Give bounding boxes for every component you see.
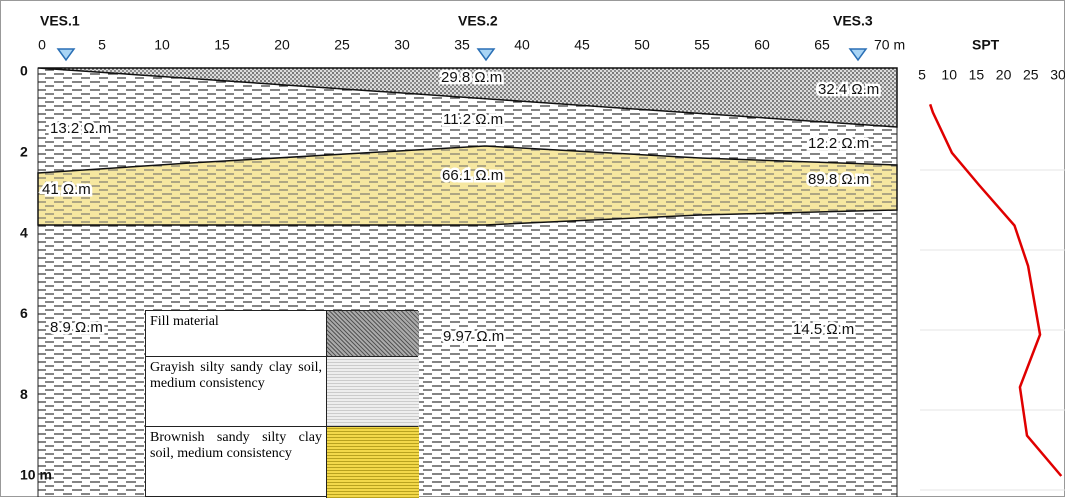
ves-label: VES.1 bbox=[40, 13, 80, 29]
ves-marker bbox=[478, 49, 494, 60]
depth-label: 4 bbox=[20, 224, 28, 240]
spt-tick-label: 10 bbox=[941, 67, 957, 83]
resistivity-label: 14.5 Ω.m bbox=[793, 321, 854, 338]
spt-tick-label: 30 bbox=[1050, 67, 1065, 83]
x-tick-label: 45 bbox=[574, 37, 590, 53]
depth-label: 0 bbox=[20, 63, 28, 79]
legend: Fill material Grayish silty sandy clay s… bbox=[145, 310, 418, 497]
resistivity-label: 11.2 Ω.m bbox=[443, 111, 503, 128]
spt-line bbox=[930, 104, 1061, 476]
depth-label: 2 bbox=[20, 144, 28, 160]
x-tick-label: 35 bbox=[454, 37, 470, 53]
depth-label: 6 bbox=[20, 305, 28, 321]
legend-text: Grayish silty sandy clay soil, medium co… bbox=[150, 360, 322, 392]
resistivity-label: 8.9 Ω.m bbox=[50, 319, 103, 336]
resistivity-label: 89.8 Ω.m bbox=[808, 171, 869, 188]
x-tick-label: 25 bbox=[334, 37, 350, 53]
legend-row: Grayish silty sandy clay soil, medium co… bbox=[146, 357, 417, 427]
x-tick-label: 30 bbox=[394, 37, 410, 53]
resistivity-label: 66.1 Ω.m bbox=[442, 167, 503, 184]
depth-label: 10 m bbox=[20, 467, 52, 483]
x-tick-label: 50 bbox=[634, 37, 650, 53]
x-tick-label: 10 bbox=[154, 37, 170, 53]
legend-swatch bbox=[326, 427, 419, 498]
legend-text: Fill material bbox=[150, 314, 322, 330]
spt-tick-label: 5 bbox=[918, 67, 926, 83]
legend-swatch bbox=[326, 357, 419, 426]
legend-row: Brownish sandy silty clay soil, medium c… bbox=[146, 427, 417, 498]
depth-label: 8 bbox=[20, 386, 28, 402]
resistivity-label: 41 Ω.m bbox=[42, 181, 91, 198]
legend-text: Brownish sandy silty clay soil, medium c… bbox=[150, 430, 322, 462]
x-tick-label: 20 bbox=[274, 37, 290, 53]
x-tick-label: 60 bbox=[754, 37, 770, 53]
x-tick-label: 5 bbox=[98, 37, 106, 53]
ves-marker bbox=[58, 49, 74, 60]
ves-label: VES.2 bbox=[458, 13, 498, 29]
x-tick-label: 0 bbox=[38, 37, 46, 53]
x-tick-label: 15 bbox=[214, 37, 230, 53]
page: SPT 0 5 10 15 20 25 30 35 40 45 50 55 60 65 70 m 0 2 4 6 8 1… bbox=[0, 0, 1065, 497]
spt-tick-label: 25 bbox=[1023, 67, 1039, 83]
resistivity-label: 32.4 Ω.m bbox=[818, 81, 879, 98]
x-tick-label: 55 bbox=[694, 37, 710, 53]
resistivity-label: 29.8 Ω.m bbox=[441, 69, 502, 86]
ves-marker bbox=[850, 49, 866, 60]
spt-tick-label: 20 bbox=[996, 67, 1012, 83]
x-tick-label: 70 m bbox=[874, 37, 905, 53]
spt-title: SPT bbox=[972, 37, 1000, 53]
x-tick-label: 40 bbox=[514, 37, 530, 53]
legend-row: Fill material bbox=[146, 311, 417, 357]
ves-label: VES.3 bbox=[833, 13, 873, 29]
resistivity-label: 9.97 Ω.m bbox=[443, 328, 504, 345]
spt-tick-label: 15 bbox=[969, 67, 985, 83]
x-tick-label: 65 bbox=[814, 37, 830, 53]
resistivity-label: 13.2 Ω.m bbox=[50, 120, 111, 137]
resistivity-label: 12.2 Ω.m bbox=[808, 135, 869, 152]
legend-swatch bbox=[326, 311, 419, 356]
